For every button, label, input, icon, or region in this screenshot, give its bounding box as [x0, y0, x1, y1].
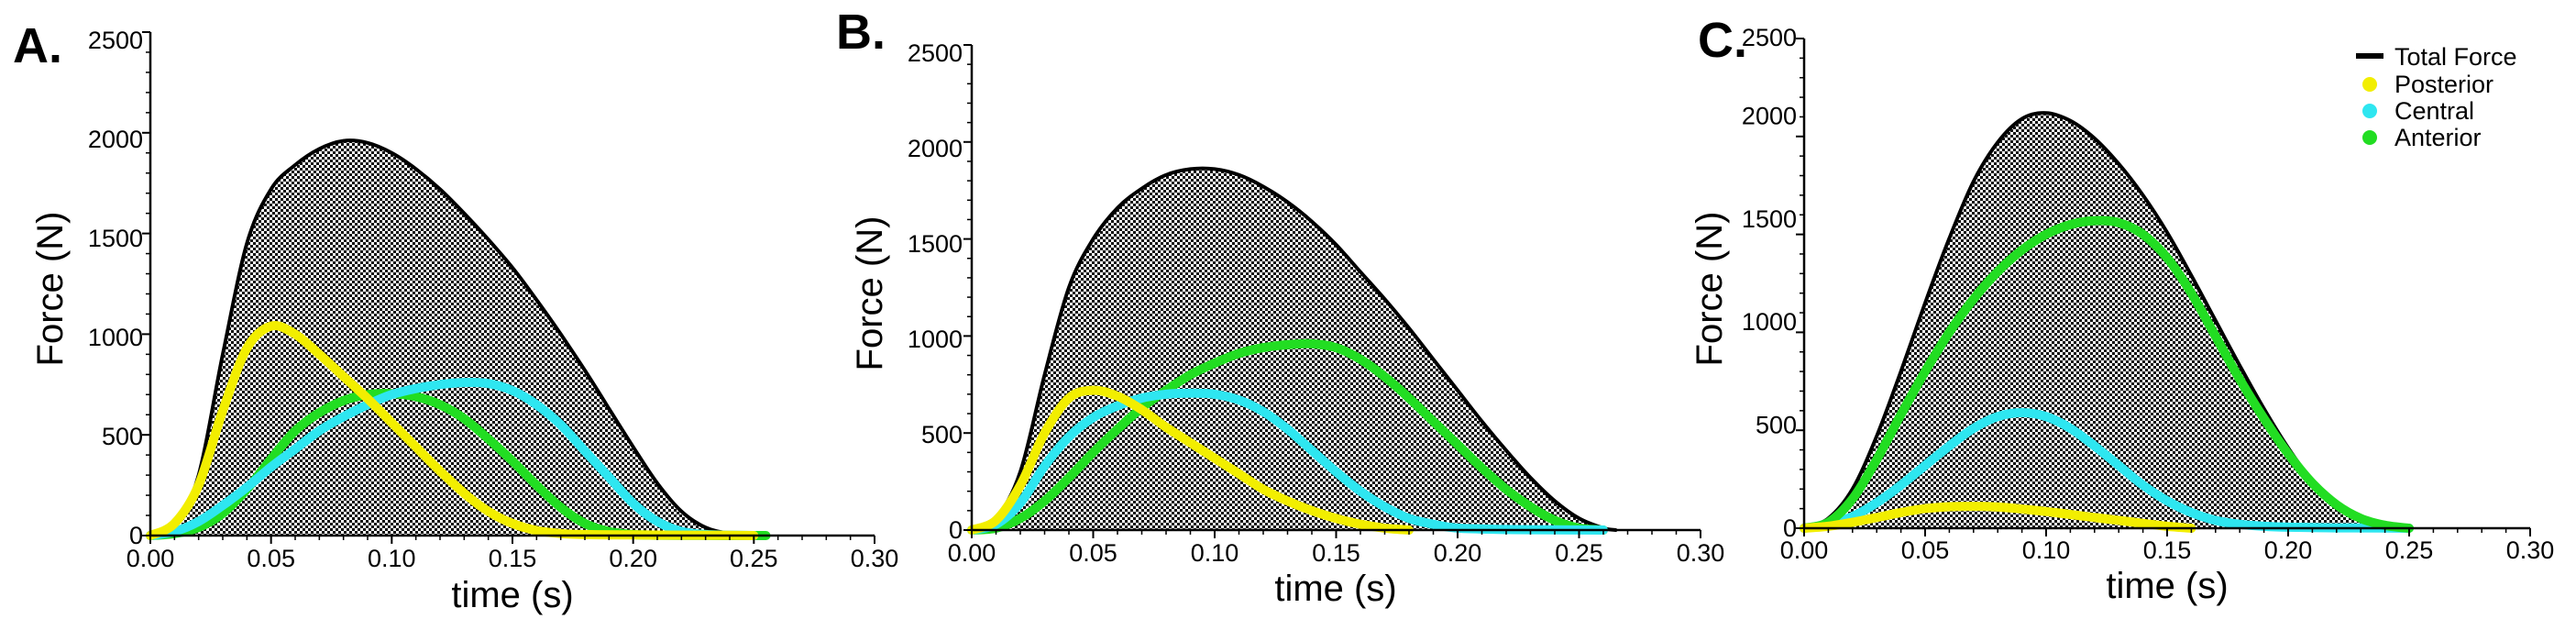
central-line: [1800, 408, 2414, 533]
legend-label-central: Central: [2394, 97, 2474, 125]
panel-label: A.: [13, 18, 62, 73]
plot-2: [963, 44, 1701, 538]
x-axis-title: time (s): [2106, 566, 2228, 606]
x-tick-label: 0.20: [1434, 539, 1482, 567]
plot-layer: [142, 31, 2531, 544]
x-tick-label: 0.15: [1312, 539, 1360, 567]
x-tick-label: 0.30: [2506, 536, 2555, 564]
x-tick-label: 0.25: [730, 545, 778, 572]
x-tick-label: 0.30: [851, 545, 899, 572]
y-tick-label: 0: [949, 516, 963, 544]
plot-3: [1796, 38, 2531, 536]
central-line: [146, 377, 759, 540]
posterior-line: [967, 385, 1414, 535]
legend-swatch-central: [2362, 104, 2377, 118]
panel-a: A. 0 500 1000 1500 2000 2500 0.00 0.05 0…: [13, 18, 898, 615]
y-axis-title: Force (N): [30, 212, 71, 367]
x-tick-label: 0.00: [1780, 536, 1829, 564]
y-axis-title: Force (N): [1690, 212, 1730, 367]
panel-label: C.: [1698, 13, 1747, 68]
y-tick-label: 2500: [1742, 24, 1797, 51]
x-tick-label: 0.25: [2385, 536, 2434, 564]
legend-label-anterior: Anterior: [2394, 124, 2482, 151]
y-tick-labels: 0 500 1000 1500 2000 2500: [1742, 24, 1797, 542]
x-tick-label: 0.20: [609, 545, 657, 572]
total-force-line: [970, 166, 1618, 532]
x-tick-label: 0.25: [1555, 539, 1603, 567]
y-tick-label: 0: [1783, 514, 1797, 542]
y-tick-label: 500: [921, 421, 963, 448]
panel-c: C. 0 500 1000 1500 2000 2500 0.00 0.05 0…: [1690, 13, 2554, 606]
y-tick-labels: 0 500 1000 1500 2000 2500: [88, 27, 143, 549]
x-tick-label: 0.15: [489, 545, 537, 572]
x-tick-label: 0.05: [1901, 536, 1950, 564]
y-tick-label: 1500: [908, 230, 963, 258]
x-tick-label: 0.10: [2022, 536, 2071, 564]
y-tick-labels: 0 500 1000 1500 2000 2500: [908, 39, 963, 544]
anterior-line: [967, 338, 1608, 535]
x-tick-label: 0.05: [247, 545, 295, 572]
y-tick-label: 500: [102, 423, 143, 450]
legend-label-total-force: Total Force: [2394, 43, 2517, 71]
x-tick-labels: 0.00 0.05 0.10 0.15 0.20 0.25 0.30: [127, 545, 899, 572]
x-tick-label: 0.30: [1677, 539, 1725, 567]
y-tick-label: 2000: [1742, 102, 1797, 129]
legend-swatch-posterior: [2362, 77, 2377, 92]
y-tick-label: 2000: [88, 126, 143, 153]
panel-b: B. 0 500 1000 1500 2000 2500 0.00 0.05 0…: [836, 5, 1724, 609]
y-tick-label: 1500: [88, 225, 143, 252]
x-tick-labels: 0.00 0.05 0.10 0.15 0.20 0.25 0.30: [948, 539, 1725, 567]
legend-swatch-anterior: [2362, 130, 2377, 145]
x-tick-label: 0.00: [948, 539, 996, 567]
y-tick-label: 500: [1756, 412, 1797, 439]
x-tick-label: 0.15: [2143, 536, 2192, 564]
x-tick-label: 0.05: [1069, 539, 1117, 567]
plot-1: [142, 31, 875, 544]
total-force-area: [150, 140, 754, 536]
central-line: [967, 388, 1608, 535]
y-tick-label: 1000: [88, 324, 143, 351]
x-axis-title: time (s): [451, 575, 573, 615]
y-tick-label: 2500: [88, 27, 143, 54]
x-tick-label: 0.10: [1191, 539, 1239, 567]
anterior-line: [1800, 216, 2414, 533]
x-tick-label: 0.10: [368, 545, 416, 572]
legend-label-posterior: Posterior: [2394, 71, 2493, 98]
y-tick-label: 1000: [1742, 308, 1797, 336]
total-force-line: [149, 138, 756, 537]
y-tick-label: 2500: [908, 39, 963, 67]
y-tick-label: 1000: [908, 326, 963, 353]
x-axis-title: time (s): [1274, 569, 1396, 609]
y-axis-title: Force (N): [850, 216, 890, 371]
x-tick-label: 0.20: [2264, 536, 2313, 564]
x-tick-labels: 0.00 0.05 0.10 0.15 0.20 0.25 0.30: [1780, 536, 2555, 564]
total-force-area: [1804, 113, 2409, 528]
x-tick-label: 0.00: [127, 545, 175, 572]
posterior-line: [1800, 502, 2196, 533]
y-tick-label: 1500: [1742, 205, 1797, 233]
y-tick-label: 0: [129, 522, 143, 549]
panel-label: B.: [836, 5, 886, 60]
legend: Total Force Posterior Central Anterior: [2356, 43, 2517, 151]
y-tick-label: 2000: [908, 135, 963, 162]
